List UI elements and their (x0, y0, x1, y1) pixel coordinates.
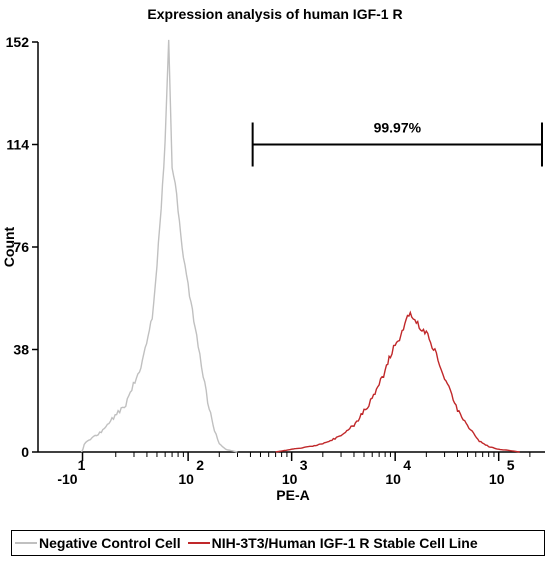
legend-label-igf1r-stable: NIH-3T3/Human IGF-1 R Stable Cell Line (211, 535, 478, 551)
x-tick-label-base: 10 (282, 471, 298, 487)
y-axis-title: Count (1, 226, 17, 267)
series-layer (80, 39, 520, 453)
chart-title: Expression analysis of human IGF-1 R (147, 6, 403, 22)
x-tick-label-exponent: 3 (300, 457, 308, 473)
gate-marker: 99.97% (251, 120, 544, 167)
x-tick-label-base: 10 (385, 471, 401, 487)
y-tick-label: 152 (6, 34, 30, 50)
series-line-1 (275, 310, 520, 453)
x-axis-title: PE-A (276, 487, 309, 503)
x-tick-label-base: 10 (178, 471, 194, 487)
legend: Negative Control Cell NIH-3T3/Human IGF-… (11, 530, 545, 556)
legend-label-negative-control: Negative Control Cell (39, 535, 181, 551)
gate-label: 99.97% (374, 120, 422, 136)
legend-item-igf1r-stable: NIH-3T3/Human IGF-1 R Stable Cell Line (187, 535, 478, 551)
y-axis: 0 38 76 114 152 (6, 34, 39, 460)
y-tick-label: 76 (13, 239, 29, 255)
x-tick-label-exponent: 5 (507, 457, 515, 473)
legend-swatch-igf1r-stable (187, 542, 210, 544)
x-tick-label-exponent: 1 (78, 457, 86, 473)
legend-item-negative-control: Negative Control Cell (15, 535, 181, 551)
x-tick-label-exponent: 2 (196, 457, 204, 473)
legend-swatch-negative-control (15, 542, 37, 544)
y-tick-label: 114 (6, 137, 29, 153)
x-tick-label-base: 10 (489, 471, 505, 487)
x-tick-label-base: -10 (57, 471, 77, 487)
y-tick-label: 0 (21, 444, 29, 460)
series-line-0 (80, 39, 238, 453)
y-tick-label: 38 (13, 342, 29, 358)
x-tick-label-exponent: 4 (403, 457, 411, 473)
